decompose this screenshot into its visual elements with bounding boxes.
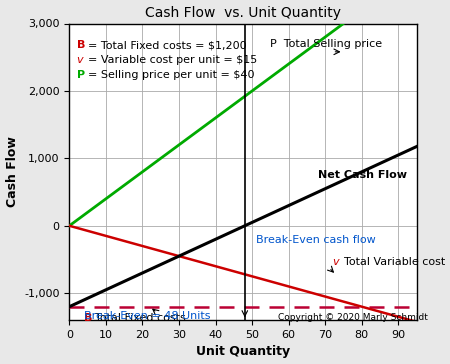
Text: B: B	[76, 40, 85, 50]
Text: Total Fixed costs: Total Fixed costs	[95, 313, 186, 323]
X-axis label: Unit Quantity: Unit Quantity	[196, 345, 290, 359]
Text: P: P	[76, 70, 85, 80]
Text: Break-Even = 48 Units: Break-Even = 48 Units	[84, 311, 211, 321]
Text: B: B	[84, 313, 92, 323]
Text: v: v	[76, 55, 83, 65]
Y-axis label: Cash Flow: Cash Flow	[5, 136, 18, 207]
Text: Net Cash Flow: Net Cash Flow	[318, 170, 407, 179]
Text: P  Total Selling price: P Total Selling price	[270, 39, 382, 49]
Text: = Total Fixed costs = $1,200: = Total Fixed costs = $1,200	[88, 40, 246, 50]
Text: v: v	[333, 257, 339, 267]
Text: Total Variable cost: Total Variable cost	[343, 257, 445, 267]
Text: = Variable cost per unit = $15: = Variable cost per unit = $15	[88, 55, 257, 65]
Text: = Selling price per unit = $40: = Selling price per unit = $40	[88, 70, 254, 80]
Title: Cash Flow  vs. Unit Quantity: Cash Flow vs. Unit Quantity	[145, 5, 341, 20]
Text: Break-Even cash flow: Break-Even cash flow	[256, 234, 375, 245]
Text: Copyright © 2020 Marly Schmidt: Copyright © 2020 Marly Schmidt	[278, 313, 428, 322]
